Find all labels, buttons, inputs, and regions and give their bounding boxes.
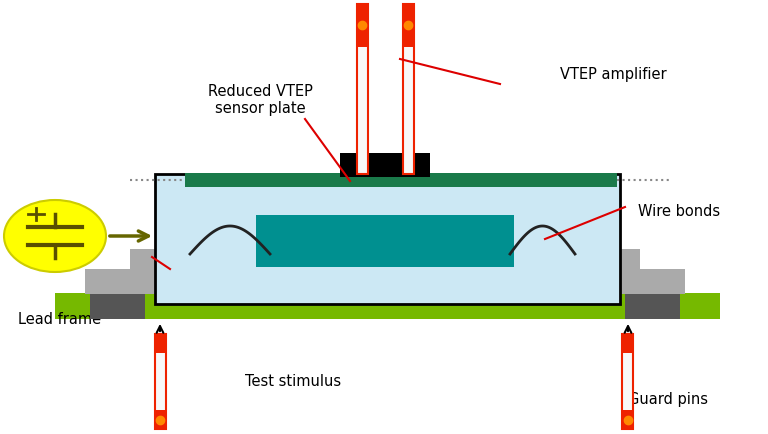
Text: VTEP amplifier: VTEP amplifier	[560, 67, 667, 82]
Text: Reduced VTEP
sensor plate: Reduced VTEP sensor plate	[207, 84, 313, 116]
Bar	[623, 334, 634, 353]
Bar	[402, 5, 413, 174]
Text: Wire bonds: Wire bonds	[638, 204, 720, 219]
Bar	[356, 5, 368, 47]
Bar	[356, 5, 368, 174]
Bar	[625, 294, 680, 319]
Bar	[623, 334, 634, 429]
Bar	[256, 216, 514, 267]
Bar	[154, 410, 165, 429]
Bar	[623, 410, 634, 429]
Bar	[340, 154, 430, 178]
Bar	[90, 294, 145, 319]
Bar	[402, 5, 413, 47]
Ellipse shape	[4, 201, 106, 273]
Text: Guard pins: Guard pins	[628, 391, 708, 407]
Bar	[55, 293, 720, 319]
Polygon shape	[85, 250, 155, 294]
Text: Device under test: Device under test	[316, 266, 453, 281]
Bar	[154, 334, 165, 353]
Bar	[154, 334, 165, 429]
Polygon shape	[615, 250, 685, 294]
Bar	[185, 174, 617, 187]
Text: Lead frame: Lead frame	[18, 311, 101, 326]
Text: Test stimulus: Test stimulus	[245, 374, 341, 388]
Bar	[155, 174, 620, 304]
